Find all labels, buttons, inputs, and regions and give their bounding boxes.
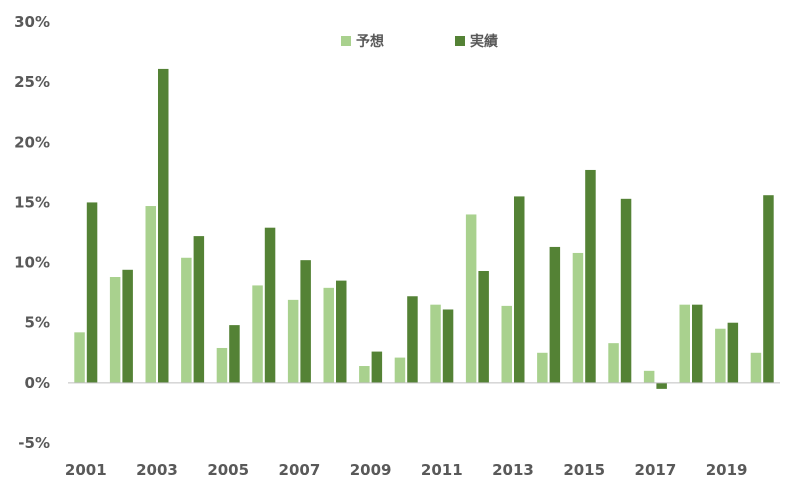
bar-forecast-2002 [109, 277, 121, 383]
legend: 予想 実績 [341, 33, 498, 50]
bar-actual-2008 [336, 280, 347, 383]
bar-actual-2019 [727, 322, 739, 383]
y-tick-label: -5% [18, 434, 50, 452]
bar-forecast-2009 [359, 366, 370, 383]
x-tick-label: 2011 [421, 461, 463, 479]
bar-actual-2015 [585, 169, 596, 383]
legend-swatch-forecast [341, 36, 351, 46]
bar-actual-2016 [620, 198, 632, 383]
bar-actual-2006 [264, 227, 276, 383]
bar-forecast-2008 [323, 287, 334, 383]
x-tick-label: 2013 [492, 461, 534, 479]
bar-forecast-2004 [181, 257, 192, 383]
bar-actual-2002 [122, 269, 133, 383]
bar-actual-2010 [407, 296, 418, 383]
x-tick-label: 2017 [635, 461, 677, 479]
x-axis: 2001 2003 2005 2007 2009 2011 2013 2015 2017 2019 [65, 461, 748, 479]
bar-forecast-2010 [394, 357, 406, 383]
bar-actual-2001 [86, 202, 98, 383]
bar-forecast-2019 [715, 328, 726, 383]
bar-forecast-2014 [537, 352, 548, 383]
bar-forecast-2020 [750, 352, 762, 383]
bar-actual-2017 [656, 382, 667, 389]
bar-actual-2009 [371, 351, 383, 383]
y-tick-label: 25% [14, 73, 50, 91]
y-tick-label: 5% [25, 314, 50, 332]
y-tick-label: 10% [14, 254, 50, 272]
legend-swatch-actual [455, 36, 465, 46]
legend-label-forecast: 予想 [356, 33, 384, 50]
bar-forecast-2016 [608, 343, 619, 383]
bar-forecast-2011 [430, 304, 441, 383]
bar-actual-2012 [478, 270, 489, 383]
bars [74, 68, 774, 389]
y-tick-label: 15% [14, 193, 50, 211]
legend-label-actual: 実績 [470, 33, 498, 50]
bar-forecast-2018 [679, 304, 690, 383]
bar-actual-2005 [229, 325, 240, 383]
bar-actual-2003 [158, 68, 169, 383]
y-tick-label: 30% [14, 13, 50, 31]
x-tick-label: 2015 [563, 461, 605, 479]
bar-actual-2014 [549, 246, 561, 383]
x-tick-label: 2005 [207, 461, 249, 479]
y-axis: 30% 25% 20% 15% 10% 5% 0% -5% [14, 13, 50, 452]
bar-actual-2020 [763, 195, 774, 383]
x-tick-label: 2009 [350, 461, 392, 479]
x-tick-label: 2007 [279, 461, 321, 479]
bar-forecast-2013 [501, 305, 512, 383]
bar-forecast-2012 [465, 214, 477, 383]
bar-actual-2011 [442, 309, 454, 383]
x-tick-label: 2019 [706, 461, 748, 479]
bar-actual-2007 [300, 260, 311, 383]
bar-forecast-2001 [74, 332, 85, 383]
y-tick-label: 20% [14, 133, 50, 151]
bar-forecast-2017 [643, 370, 655, 383]
bar-forecast-2015 [572, 252, 584, 383]
bar-forecast-2007 [287, 299, 299, 383]
x-tick-label: 2001 [65, 461, 107, 479]
bar-forecast-2006 [252, 285, 263, 383]
y-tick-label: 0% [25, 374, 50, 392]
x-tick-label: 2003 [136, 461, 178, 479]
bar-actual-2013 [514, 196, 525, 383]
bar-forecast-2005 [216, 347, 228, 383]
bar-actual-2004 [193, 236, 205, 383]
bar-actual-2018 [692, 304, 703, 383]
bar-forecast-2003 [145, 206, 156, 383]
